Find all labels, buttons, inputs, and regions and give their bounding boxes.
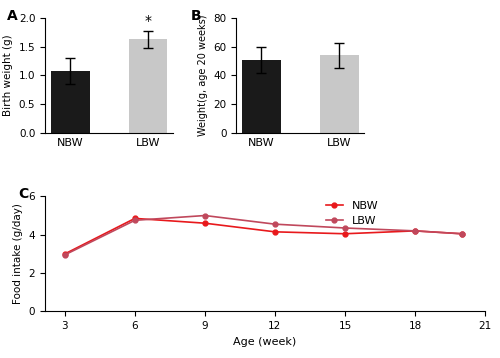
- Bar: [128, 39, 168, 133]
- NBW: [412, 229, 418, 233]
- NBW: [458, 232, 464, 236]
- Text: *: *: [144, 14, 152, 28]
- Bar: [242, 60, 281, 133]
- Legend: NBW, LBW: NBW, LBW: [424, 50, 473, 77]
- LBW: [62, 253, 68, 257]
- Text: B: B: [191, 9, 202, 23]
- Text: A: A: [6, 9, 18, 23]
- NBW: [272, 230, 278, 234]
- NBW: [202, 221, 208, 225]
- LBW: [458, 232, 464, 236]
- LBW: [132, 218, 138, 222]
- NBW: [62, 252, 68, 256]
- Bar: [51, 71, 90, 133]
- Text: C: C: [18, 187, 29, 201]
- LBW: [272, 222, 278, 226]
- Y-axis label: Birth weight (g): Birth weight (g): [3, 35, 13, 116]
- Bar: [320, 55, 358, 133]
- Legend: NBW, LBW: NBW, LBW: [322, 196, 382, 231]
- LBW: [202, 213, 208, 218]
- NBW: [132, 216, 138, 221]
- Y-axis label: Weight(g, age 20 weeks): Weight(g, age 20 weeks): [198, 15, 207, 136]
- Line: NBW: NBW: [62, 216, 464, 256]
- Y-axis label: Food intake (g/day): Food intake (g/day): [13, 203, 23, 304]
- NBW: [342, 232, 348, 236]
- LBW: [412, 229, 418, 233]
- Line: LBW: LBW: [62, 213, 464, 257]
- X-axis label: Age (week): Age (week): [234, 337, 296, 347]
- LBW: [342, 226, 348, 230]
